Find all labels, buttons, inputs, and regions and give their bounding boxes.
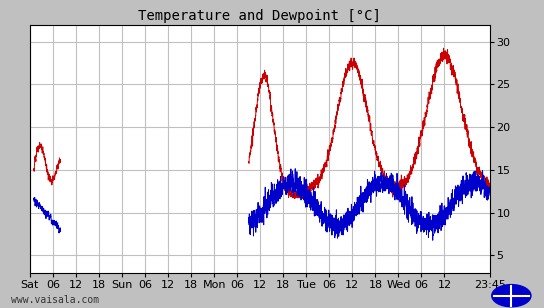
Title: Temperature and Dewpoint [°C]: Temperature and Dewpoint [°C] — [138, 10, 381, 23]
Text: www.vaisala.com: www.vaisala.com — [11, 295, 99, 305]
Circle shape — [492, 285, 531, 307]
